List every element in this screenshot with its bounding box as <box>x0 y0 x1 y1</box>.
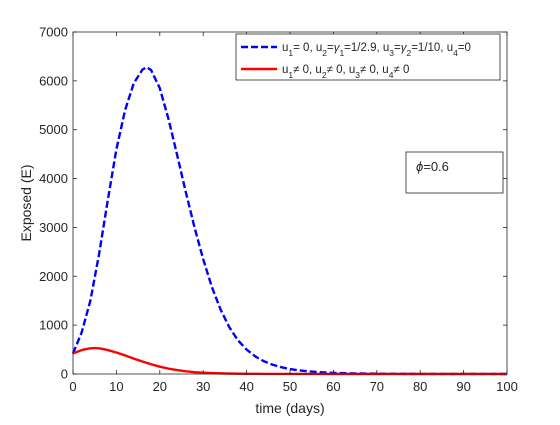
legend-text-part: 2 <box>322 48 327 58</box>
legend-text-part: γ <box>334 42 341 54</box>
legend-text-part: 2 <box>322 70 327 80</box>
x-tick-label: 30 <box>196 379 210 394</box>
legend-text-part: u <box>282 42 288 54</box>
legend-text-part: 4 <box>389 70 394 80</box>
y-tick-label: 7000 <box>39 25 68 40</box>
legend-text-part: ≠ 0, u <box>327 64 356 76</box>
legend-text-part: =0 <box>458 42 471 54</box>
plot-background <box>73 32 507 374</box>
legend-text-part: ≠ 0, u <box>360 64 389 76</box>
legend-text-part: ≠ 0, u <box>293 64 322 76</box>
x-tick-label: 50 <box>283 379 297 394</box>
legend-text-part: = 0, u <box>293 42 322 54</box>
ticks-layer: 0 10 20 30 40 50 60 70 80 90 100010002000300040005… <box>39 25 518 395</box>
phi-symbol: ϕ <box>416 159 423 174</box>
legend-text-part: u <box>282 64 288 76</box>
legend-text-part: 1 <box>288 70 293 80</box>
y-tick-label: 0 <box>61 367 68 382</box>
legend-text-part: γ <box>401 42 408 54</box>
legend-text-part: 3 <box>389 48 394 58</box>
annotation-frame <box>405 151 504 194</box>
legend-box <box>235 33 501 81</box>
legend-text-part: = <box>394 42 401 54</box>
x-tick-label: 90 <box>456 379 470 394</box>
x-tick-label: 100 <box>496 379 518 394</box>
phi-value: =0.6 <box>423 159 449 174</box>
legend-text-part: 1 <box>339 48 344 58</box>
legend-text-part: =1/2.9, u <box>344 42 389 54</box>
legend-text-part: =1/10, u <box>411 42 453 54</box>
annotation-box: ϕ=0.6 <box>405 151 504 194</box>
legend-text-part: 4 <box>453 48 458 58</box>
series-line-1 <box>71 65 508 376</box>
legend-text-part: 2 <box>406 48 411 58</box>
y-tick-label: 2000 <box>39 269 68 284</box>
x-tick-label: 60 <box>326 379 340 394</box>
y-axis-label: Exposed (E) <box>18 164 34 241</box>
legend-text-part: = <box>327 42 334 54</box>
x-axis-label: time (days) <box>255 400 324 416</box>
legend: u1= 0, u2=γ1=1/2.9, u3=γ2=1/10, u4=0 u1≠… <box>235 33 501 81</box>
legend-text-part: ≠ 0 <box>393 64 409 76</box>
x-tick-label: 0 <box>69 379 76 394</box>
y-tick-label: 4000 <box>39 171 68 186</box>
x-tick-label: 20 <box>153 379 167 394</box>
legend-text-part: 3 <box>355 70 360 80</box>
legend-label-series-2: u1≠ 0, u2≠ 0, u3≠ 0, u4≠ 0 <box>282 64 409 80</box>
annotation-text: ϕ=0.6 <box>416 159 449 174</box>
legend-label-series-1: u1= 0, u2=γ1=1/2.9, u3=γ2=1/10, u4=0 <box>282 42 471 58</box>
x-tick-label: 80 <box>413 379 427 394</box>
x-tick-label: 70 <box>370 379 384 394</box>
y-tick-label: 3000 <box>39 220 68 235</box>
x-tick-label: 40 <box>239 379 253 394</box>
x-tick-label: 10 <box>109 379 123 394</box>
y-tick-label: 5000 <box>39 122 68 137</box>
y-tick-label: 1000 <box>39 318 68 333</box>
y-tick-label: 6000 <box>39 73 68 88</box>
legend-text-part: 1 <box>288 48 293 58</box>
